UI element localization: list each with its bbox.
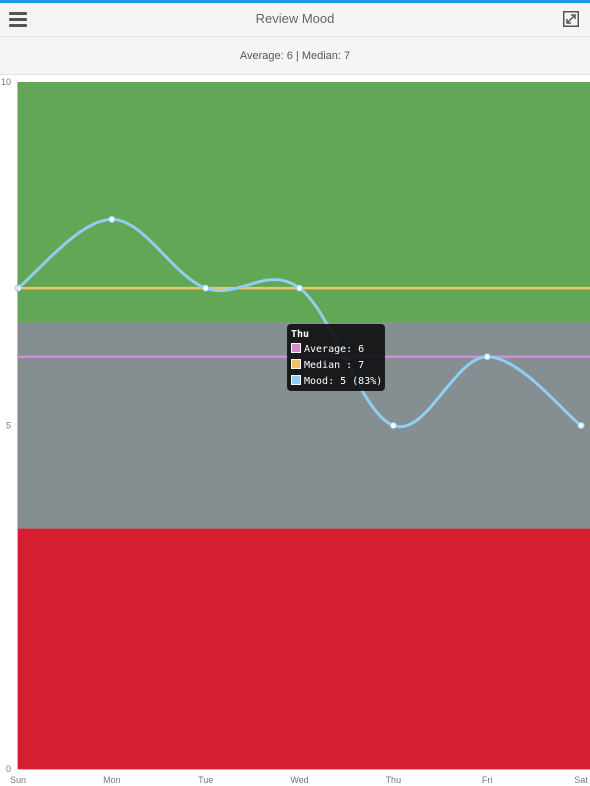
x-tick-label: Thu xyxy=(386,775,402,785)
mood-point-sat xyxy=(577,422,585,429)
y-tick-label: 5 xyxy=(6,421,11,431)
tooltip-median-text: Median : 7 xyxy=(304,360,365,371)
band-good xyxy=(18,82,590,323)
y-tick-label: 10 xyxy=(1,77,11,87)
tooltip-row-median: Median : 7 xyxy=(291,358,381,374)
average-swatch xyxy=(291,343,301,353)
mood-chart: 0 5 10 Sun Mon Tue Wed Thu Fri Sat xyxy=(0,75,590,786)
expand-icon[interactable] xyxy=(563,11,579,27)
stats-bar: Average: 6 | Median: 7 xyxy=(0,37,590,75)
x-tick-label: Mon xyxy=(103,775,121,785)
mood-point-mon xyxy=(108,215,116,223)
mood-bands xyxy=(18,82,590,769)
hamburger-menu-icon[interactable] xyxy=(9,12,27,27)
menu-bar xyxy=(9,18,27,21)
app-header: Review Mood xyxy=(0,3,590,37)
mood-point-fri xyxy=(483,353,491,361)
tooltip-title: Thu xyxy=(291,329,310,340)
x-axis: Sun Mon Tue Wed Thu Fri Sat xyxy=(10,769,590,785)
tooltip-mood-text: Mood: 5 (83%) xyxy=(304,376,383,387)
mood-point-thu xyxy=(389,422,397,429)
band-bad xyxy=(18,528,590,769)
x-tick-label: Fri xyxy=(482,775,493,785)
menu-bar xyxy=(9,12,27,15)
mood-stats-text: Average: 6 | Median: 7 xyxy=(239,50,351,62)
menu-bar xyxy=(9,24,27,27)
tooltip-average-text: Average: 6 xyxy=(304,344,365,355)
x-tick-label: Tue xyxy=(198,775,213,785)
x-tick-label: Sun xyxy=(10,775,26,785)
mood-point-wed xyxy=(296,284,303,292)
y-axis: 0 5 10 xyxy=(1,77,18,774)
y-tick-label: 0 xyxy=(6,764,11,774)
top-accent-bar xyxy=(0,0,590,3)
median-swatch xyxy=(291,359,301,369)
page-title: Review Mood xyxy=(255,11,335,26)
x-tick-label: Wed xyxy=(290,775,308,785)
mood-swatch xyxy=(291,375,301,385)
x-tick-label: Sat xyxy=(574,775,588,785)
mood-point-tue xyxy=(202,284,210,292)
tooltip-row-average: Average: 6 xyxy=(291,342,381,358)
mood-chart-svg: 0 5 10 Sun Mon Tue Wed Thu Fri Sat xyxy=(1,77,590,785)
chart-tooltip: Thu Average: 6 Median : 7 Mood: 5 (83%) xyxy=(287,324,385,391)
tooltip-row-mood: Mood: 5 (83%) xyxy=(291,374,383,390)
